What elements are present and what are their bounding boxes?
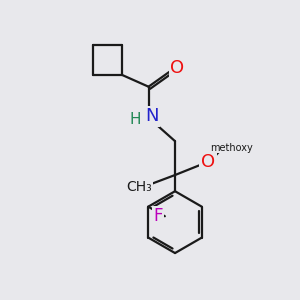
Text: O: O [170, 58, 184, 76]
Text: CH₃: CH₃ [126, 180, 152, 194]
Text: methoxy: methoxy [211, 142, 253, 153]
Text: N: N [145, 107, 159, 125]
Text: F: F [154, 207, 163, 225]
Text: H: H [130, 112, 141, 127]
Text: O: O [201, 153, 215, 171]
